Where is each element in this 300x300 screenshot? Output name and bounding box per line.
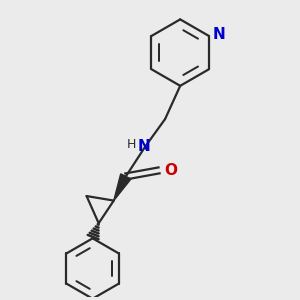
Text: N: N	[138, 139, 150, 154]
Text: H: H	[126, 138, 136, 151]
Text: O: O	[164, 163, 177, 178]
Text: N: N	[213, 27, 226, 42]
Polygon shape	[114, 174, 131, 201]
